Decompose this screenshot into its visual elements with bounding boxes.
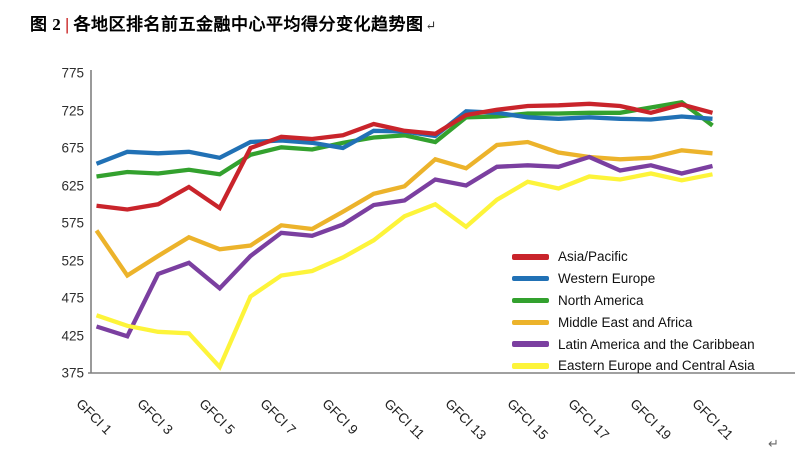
legend-label: Asia/Pacific <box>558 249 628 265</box>
legend-item: Asia/Pacific <box>512 246 755 268</box>
legend-item: Eastern Europe and Central Asia <box>512 355 755 377</box>
series-line-eastern-europe-and-central-asia <box>95 171 713 371</box>
legend-swatch-line <box>512 363 549 369</box>
series-line-western-europe <box>95 109 713 166</box>
y-tick-label: 775 <box>61 65 84 81</box>
legend-item: North America <box>512 290 755 312</box>
y-tick-label: 525 <box>61 253 84 268</box>
legend-swatch-line <box>512 275 549 282</box>
title-separator-bar: | <box>65 15 70 34</box>
legend-label: North America <box>558 292 644 308</box>
legend-item: Western Europe <box>512 268 755 290</box>
figure-label: 图 2 <box>30 15 62 34</box>
y-tick-label: 725 <box>61 103 84 118</box>
paragraph-mark-icon: ↵ <box>768 436 779 451</box>
y-tick-label: 675 <box>61 140 84 156</box>
legend-swatch-line <box>512 254 549 260</box>
paragraph-mark-icon: ↵ <box>425 18 437 33</box>
y-tick-label: 375 <box>61 365 84 381</box>
series-line-asia-pacific <box>96 101 714 212</box>
legend-swatch-line <box>512 319 549 326</box>
legend-swatch-line <box>512 297 549 304</box>
y-tick-label: 425 <box>61 328 84 343</box>
y-tick-label: 625 <box>61 178 84 193</box>
legend-item: Latin America and the Caribbean <box>512 333 755 355</box>
legend-item: Middle East and Africa <box>512 311 755 333</box>
legend-label: Eastern Europe and Central Asia <box>558 358 755 374</box>
legend-swatch-line <box>512 341 549 347</box>
legend-label: Western Europe <box>558 271 656 287</box>
series-line-north-america <box>96 100 714 179</box>
chart-legend: Asia/Pacific Western Europe North America M… <box>512 246 755 377</box>
legend-label: Latin America and the Caribbean <box>558 336 755 352</box>
title-text: 各地区排名前五金融中心平均得分变化趋势图 <box>73 15 424 34</box>
y-tick-label: 475 <box>61 290 84 306</box>
series-line-latin-america-and-the-caribbean <box>95 154 714 339</box>
chart-title: 图 2 | 各地区排名前五金融中心平均得分变化趋势图 ↵ <box>30 10 437 35</box>
y-tick-label: 575 <box>61 215 84 231</box>
series-line-middle-east-and-africa <box>94 139 713 279</box>
legend-label: Middle East and Africa <box>558 314 693 330</box>
